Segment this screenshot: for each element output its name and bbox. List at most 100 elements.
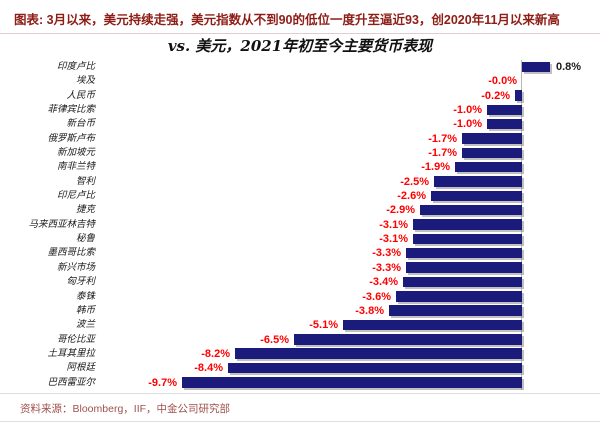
source-note: 资料来源：Bloomberg，IIF，中金公司研究部 xyxy=(0,393,600,422)
value-label: -0.0% xyxy=(488,75,517,88)
category-label: 南非兰特 xyxy=(56,161,95,173)
category-label: 哥伦比亚 xyxy=(56,333,95,345)
bar xyxy=(515,90,522,101)
bar-track: -1.7% xyxy=(100,146,600,160)
bar xyxy=(396,291,522,302)
chart-title: vs. 美元，2021年初至今主要货币表现 xyxy=(167,37,433,55)
bar xyxy=(431,190,522,202)
category-label: 匈牙利 xyxy=(66,276,95,288)
bar-track: -1.9% xyxy=(100,160,600,174)
bar-row: 哥伦比亚 -6.5% xyxy=(0,333,600,347)
category-label: 捷克 xyxy=(75,204,95,216)
bar-row: 智利 -2.5% xyxy=(0,175,600,189)
bar-track: -3.3% xyxy=(100,261,600,275)
value-label: -1.7% xyxy=(428,147,457,160)
bar-row: 印尼卢比 -2.6% xyxy=(0,189,600,203)
bar-row: 新加坡元 -1.7% xyxy=(0,146,600,160)
bar-row: 阿根廷 -8.4% xyxy=(0,361,600,375)
value-label: -8.2% xyxy=(201,347,230,360)
bar-row: 捷克 -2.9% xyxy=(0,203,600,217)
category-label: 菲律宾比索 xyxy=(47,104,95,116)
value-label: -3.8% xyxy=(355,304,384,317)
bar-row: 波兰 -5.1% xyxy=(0,318,600,332)
bar-row: 南非兰特 -1.9% xyxy=(0,160,600,174)
value-label: -8.4% xyxy=(194,362,223,375)
bar-row: 泰铢 -3.6% xyxy=(0,290,600,304)
bar xyxy=(522,61,550,72)
bar xyxy=(228,362,522,374)
bar-track: -6.5% xyxy=(100,333,600,347)
bar xyxy=(406,262,522,273)
category-label: 人民币 xyxy=(66,89,95,101)
category-label: 泰铢 xyxy=(75,290,95,302)
bar xyxy=(413,233,522,245)
category-label: 印度卢比 xyxy=(56,61,95,72)
category-label: 韩币 xyxy=(75,304,95,316)
value-label: -3.4% xyxy=(369,276,398,289)
value-label: -1.7% xyxy=(428,132,457,145)
category-label: 新加坡元 xyxy=(56,147,95,159)
value-label: -3.1% xyxy=(379,218,408,231)
bar xyxy=(420,204,522,216)
bar-row: 新台币 -1.0% xyxy=(0,117,600,131)
value-label: -3.1% xyxy=(379,233,408,246)
value-label: -3.3% xyxy=(372,247,401,260)
bar xyxy=(462,147,522,159)
category-label: 新兴市场 xyxy=(56,261,95,273)
bar-row: 巴西雷亚尔 -9.7% xyxy=(0,376,600,390)
bar-track: -0.0% xyxy=(100,74,600,88)
bar xyxy=(413,219,522,230)
bar-row: 匈牙利 -3.4% xyxy=(0,275,600,289)
bar xyxy=(343,319,522,331)
bar-row: 印度卢比 0.8% xyxy=(0,60,600,74)
bar xyxy=(294,334,522,345)
category-label: 秘鲁 xyxy=(75,233,95,245)
bar xyxy=(235,348,522,359)
value-label: -6.5% xyxy=(260,333,289,346)
value-label: -5.1% xyxy=(309,319,338,332)
category-label: 俄罗斯卢布 xyxy=(47,132,95,144)
bar-row: 土耳其里拉 -8.2% xyxy=(0,347,600,361)
bar-track: -0.2% xyxy=(100,89,600,103)
bar-row: 韩币 -3.8% xyxy=(0,304,600,318)
category-label: 新台币 xyxy=(66,118,95,130)
bar-track: -8.4% xyxy=(100,361,600,375)
bar xyxy=(487,104,522,116)
bar xyxy=(434,176,522,187)
category-label: 巴西雷亚尔 xyxy=(47,376,95,388)
bar xyxy=(389,305,522,316)
bar-row: 秘鲁 -3.1% xyxy=(0,232,600,246)
bar-track: -1.0% xyxy=(100,103,600,117)
bar-track: -9.7% xyxy=(100,376,600,390)
bar-track: -3.1% xyxy=(100,232,600,246)
bar-track: -3.6% xyxy=(100,290,600,304)
category-label: 阿根廷 xyxy=(66,362,95,374)
bar xyxy=(182,377,522,388)
value-label: -0.2% xyxy=(481,89,510,102)
value-label: -2.9% xyxy=(386,204,415,217)
category-label: 马来西亚林吉特 xyxy=(28,218,95,230)
bar xyxy=(455,161,522,173)
bar-track: -3.8% xyxy=(100,304,600,318)
bar xyxy=(403,276,522,288)
bar-row: 菲律宾比索 -1.0% xyxy=(0,103,600,117)
bar-row: 新兴市场 -3.3% xyxy=(0,261,600,275)
value-label: -1.0% xyxy=(453,104,482,117)
category-label: 印尼卢比 xyxy=(56,190,95,202)
bar-track: -3.1% xyxy=(100,218,600,232)
bar-row: 人民币 -0.2% xyxy=(0,89,600,103)
bar-row: 马来西亚林吉特 -3.1% xyxy=(0,218,600,232)
bar-track: -2.6% xyxy=(100,189,600,203)
bar-row: 墨西哥比索 -3.3% xyxy=(0,246,600,260)
bar-track: -8.2% xyxy=(100,347,600,361)
value-label: -1.0% xyxy=(453,118,482,131)
bar-track: -5.1% xyxy=(100,318,600,332)
bar-track: -2.5% xyxy=(100,175,600,189)
bar-row: 俄罗斯卢布 -1.7% xyxy=(0,132,600,146)
category-label: 墨西哥比索 xyxy=(47,247,95,259)
bar xyxy=(487,118,522,130)
category-label: 智利 xyxy=(75,175,95,187)
value-label: -9.7% xyxy=(148,376,177,389)
value-label: -1.9% xyxy=(421,161,450,174)
value-label: -3.6% xyxy=(362,290,391,303)
